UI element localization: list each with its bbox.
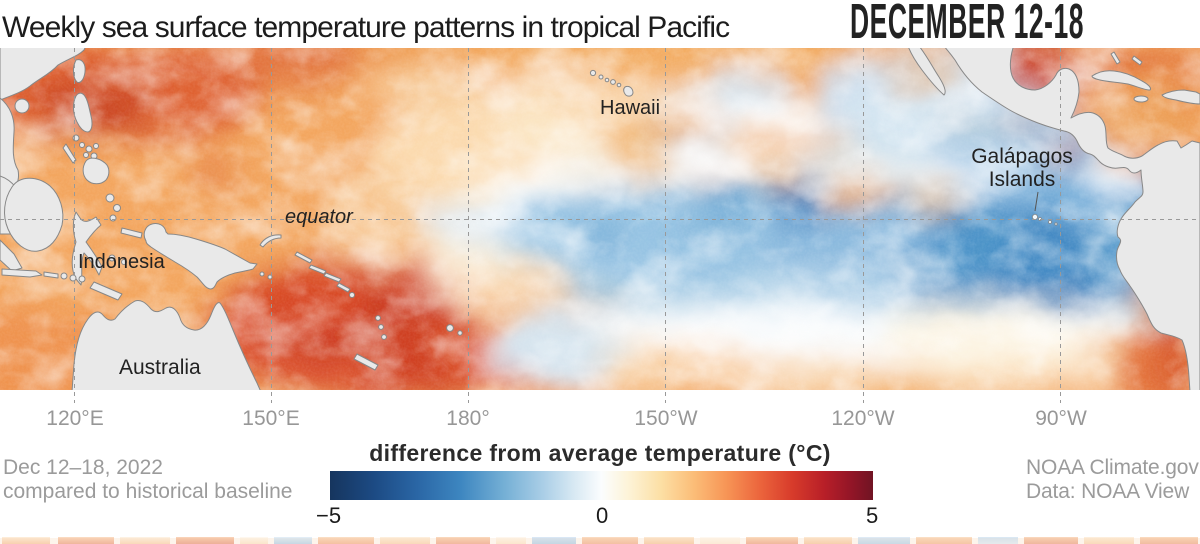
svg-text:Australia: Australia [119,356,201,379]
svg-text:Galápagos: Galápagos [971,145,1073,168]
svg-text:Hawaii: Hawaii [600,97,660,119]
svg-text:Indonesia: Indonesia [78,251,166,273]
svg-text:Islands: Islands [989,168,1056,191]
svg-text:equator: equator [285,206,354,228]
